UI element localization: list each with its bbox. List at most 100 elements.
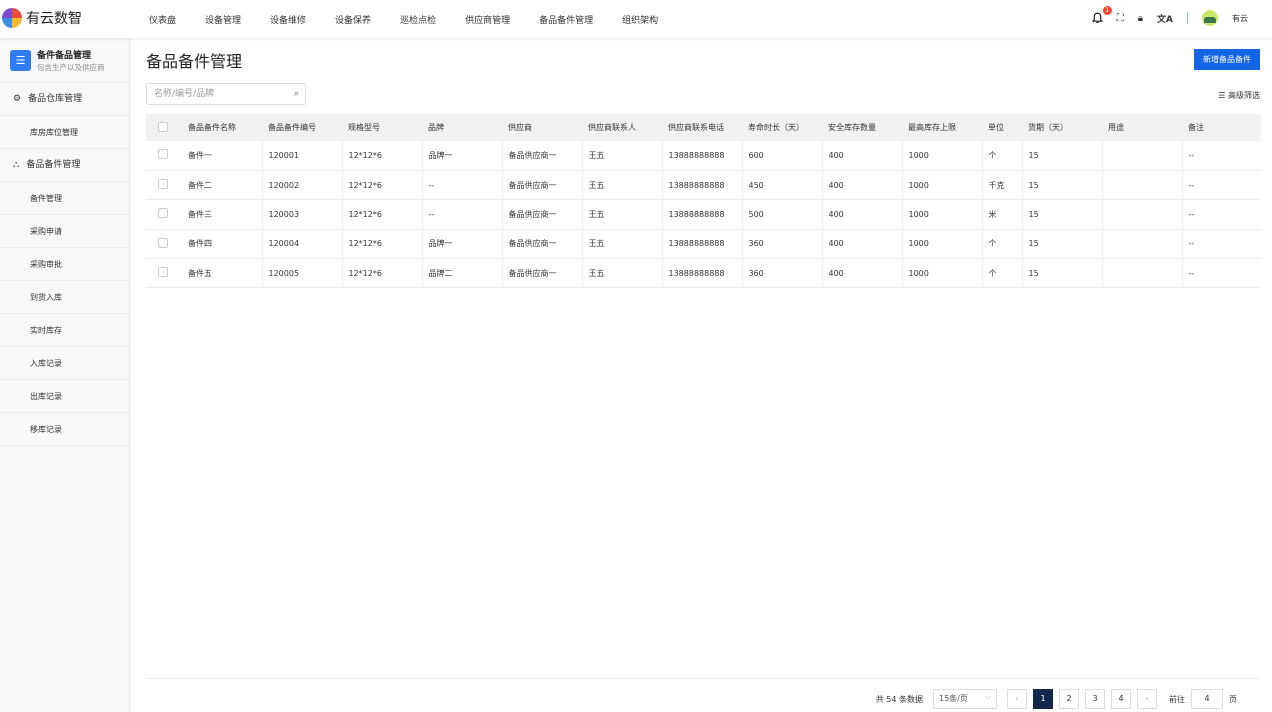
bell-icon — [1091, 12, 1103, 23]
checkbox[interactable] — [158, 179, 168, 190]
sidebar-item[interactable]: 出库记录 — [0, 380, 129, 413]
sidebar-item[interactable]: 实时库存 — [0, 314, 129, 347]
sidebar-group-spare-parts[interactable]: ⛬ 备品备件管理 — [0, 149, 129, 182]
table-cell — [1101, 258, 1182, 289]
row-select[interactable] — [146, 199, 182, 230]
column-header: 规格型号 — [342, 114, 422, 141]
select-all-checkbox[interactable] — [146, 114, 182, 141]
row-select[interactable] — [146, 141, 182, 171]
checkbox[interactable] — [158, 149, 168, 160]
column-header: 供应商 — [502, 114, 582, 141]
group-label: 备品仓库管理 — [28, 93, 83, 104]
nav-item[interactable]: 设备管理 — [205, 16, 242, 26]
checkbox[interactable] — [158, 121, 168, 132]
nav-item[interactable]: 备品备件管理 — [539, 16, 594, 26]
sidebar-item[interactable]: 备件管理 — [0, 182, 129, 215]
table-cell: 400 — [821, 199, 902, 230]
logo-icon — [2, 8, 22, 28]
advanced-filter-button[interactable]: ☰ 高级筛选 — [1218, 90, 1260, 101]
table-cell — [1101, 229, 1182, 260]
table-cell: 备件三 — [182, 199, 262, 230]
table-cell: 450 — [741, 170, 822, 201]
table-cell: 1000 — [901, 258, 982, 289]
lock-icon[interactable]: 🔒︎ — [1137, 12, 1144, 24]
table-cell: 400 — [821, 141, 902, 171]
sidebar-item[interactable]: 到货入库 — [0, 281, 129, 314]
column-header: 供应商联系人 — [582, 114, 662, 141]
goto-label: 前往 — [1169, 694, 1185, 704]
divider — [1187, 12, 1188, 24]
table-cell: 1000 — [901, 199, 982, 230]
column-header: 品牌 — [422, 114, 502, 141]
table-cell: 12*12*6 — [341, 229, 422, 260]
row-select[interactable] — [146, 229, 182, 260]
total-count: 共 54 条数据 — [875, 694, 923, 704]
column-header: 单位 — [982, 114, 1022, 141]
table-cell: 600 — [741, 141, 822, 171]
table-cell: 个 — [981, 141, 1022, 171]
translate-icon[interactable]: 文A — [1157, 14, 1173, 25]
table-cell — [1101, 170, 1182, 201]
checkbox[interactable] — [158, 237, 168, 248]
table-cell: 360 — [741, 258, 822, 289]
table-cell: 王五 — [581, 141, 662, 171]
checkbox[interactable] — [158, 267, 168, 278]
sidebar-item[interactable]: 移库记录 — [0, 413, 129, 446]
table-cell: -- — [1181, 258, 1261, 289]
table-cell: 备品供应商一 — [501, 141, 582, 171]
nav-item[interactable]: 仪表盘 — [149, 16, 177, 26]
table-row[interactable]: 备件二 120002 12*12*6 -- 备品供应商一 王五 13888888888 450… — [146, 170, 1261, 201]
sidebar-item[interactable]: 采购申请 — [0, 215, 129, 248]
table-cell: 15 — [1021, 199, 1102, 230]
table-cell: 米 — [981, 199, 1022, 230]
document-icon: ☰ — [10, 49, 31, 71]
fullscreen-icon[interactable]: ⛶ — [1116, 12, 1124, 24]
nav-item[interactable]: 巡检点检 — [400, 16, 437, 26]
page-size-select[interactable]: 15条/页 — [933, 688, 997, 709]
cubes-icon: ⛬ — [13, 159, 20, 170]
table-cell: -- — [1181, 229, 1261, 260]
goto-page-input[interactable]: 4 — [1191, 689, 1223, 709]
table-row[interactable]: 备件一 120001 12*12*6 品牌一 备品供应商一 王五 13888888888 60… — [146, 141, 1261, 171]
sidebar-group-warehouse[interactable]: ⚙ 备品仓库管理 — [0, 83, 129, 116]
sidebar-item[interactable]: 采购审批 — [0, 248, 129, 281]
row-select[interactable] — [146, 258, 182, 289]
sidebar-item[interactable]: 入库记录 — [0, 347, 129, 380]
page-button[interactable]: 4 — [1111, 689, 1131, 709]
table-cell: 王五 — [581, 258, 662, 289]
page-button[interactable]: 1 — [1033, 689, 1053, 709]
table-cell: 15 — [1021, 258, 1102, 289]
table-row[interactable]: 备件三 120003 12*12*6 -- 备品供应商一 王五 13888888888 500… — [146, 199, 1261, 230]
nav-item[interactable]: 设备保养 — [335, 16, 372, 26]
logo[interactable]: 有云数智 — [2, 8, 82, 28]
table-cell: 备品供应商一 — [501, 199, 582, 230]
nav-item[interactable]: 设备维修 — [270, 16, 307, 26]
prev-page-button[interactable]: ‹ — [1007, 689, 1027, 709]
table-cell: 千克 — [981, 170, 1022, 201]
sidebar-item[interactable]: 库房库位管理 — [0, 116, 129, 149]
table-cell: 1000 — [901, 141, 982, 171]
table-cell: 120005 — [261, 258, 342, 289]
search-icon[interactable]: ⌕ — [293, 89, 299, 99]
table-cell: 王五 — [581, 229, 662, 260]
add-spare-part-button[interactable]: 新增备品备件 — [1194, 49, 1260, 70]
notification-button[interactable]: 1 — [1091, 6, 1112, 24]
page-button[interactable]: 2 — [1059, 689, 1079, 709]
nav-item[interactable]: 组织架构 — [622, 16, 659, 26]
table-cell: 120001 — [261, 141, 342, 171]
table-cell: 13888888888 — [661, 141, 742, 171]
table-cell — [1101, 199, 1182, 230]
user-name[interactable]: 有云 — [1232, 13, 1248, 23]
nav-item[interactable]: 供应商管理 — [465, 16, 511, 26]
page-button[interactable]: 3 — [1085, 689, 1105, 709]
avatar[interactable] — [1202, 10, 1218, 26]
checkbox[interactable] — [158, 208, 168, 219]
row-select[interactable] — [146, 170, 182, 201]
search-placeholder: 名称/编号/品牌 — [154, 89, 215, 99]
column-header: 用途 — [1102, 114, 1182, 141]
table-row[interactable]: 备件五 120005 12*12*6 品牌二 备品供应商一 王五 13888888888 36… — [146, 258, 1261, 289]
table-row[interactable]: 备件四 120004 12*12*6 品牌一 备品供应商一 王五 13888888888 36… — [146, 229, 1261, 260]
table-cell: -- — [1181, 141, 1261, 171]
search-input[interactable]: 名称/编号/品牌 ⌕ — [146, 83, 306, 105]
next-page-button[interactable]: › — [1137, 689, 1157, 709]
